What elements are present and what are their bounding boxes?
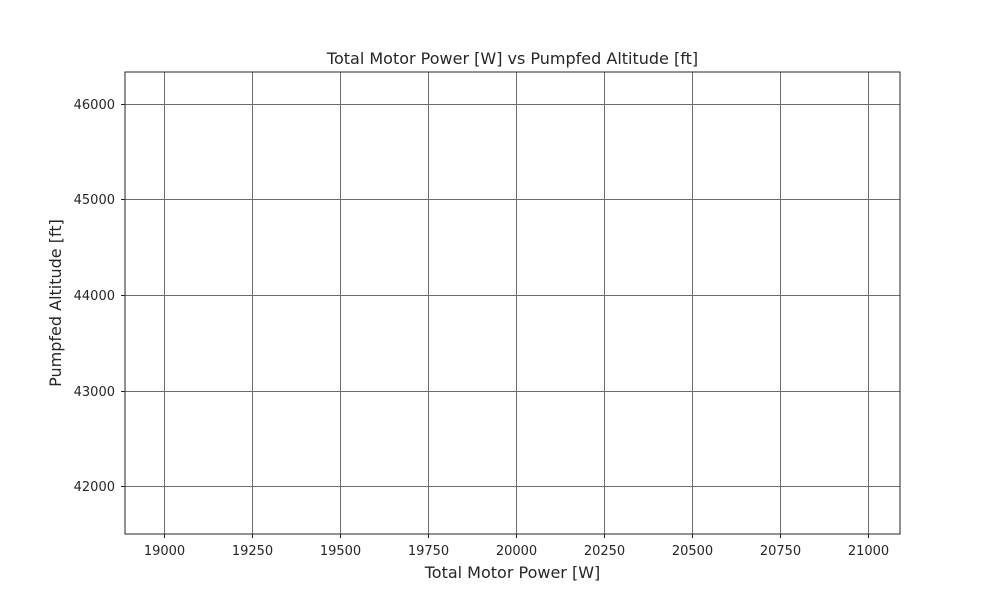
x-tick-label: 20000 — [496, 544, 537, 559]
y-tick-label: 46000 — [74, 98, 115, 113]
y-tick-label: 45000 — [74, 193, 115, 208]
x-tick-label: 19500 — [320, 544, 361, 559]
y-axis-ticks: 42000 43000 44000 45000 46000 — [74, 98, 125, 495]
x-tick-label: 19750 — [408, 544, 449, 559]
x-tick-label: 21000 — [848, 544, 889, 559]
y-tick-label: 43000 — [74, 385, 115, 400]
x-tick-label: 20500 — [672, 544, 713, 559]
y-tick-label: 44000 — [74, 289, 115, 304]
plot-frame — [124, 71, 901, 535]
x-axis-ticks: 19000 19250 19500 19750 20000 20250 20500 20750… — [144, 534, 889, 559]
x-tick-label: 20750 — [760, 544, 801, 559]
x-tick-label: 19250 — [232, 544, 273, 559]
y-tick-label: 42000 — [74, 480, 115, 495]
y-axis-label: Pumpfed Altitude [ft] — [46, 219, 65, 387]
vertical-gridlines — [164, 72, 869, 534]
x-tick-label: 19000 — [144, 544, 185, 559]
x-tick-label: 20250 — [584, 544, 625, 559]
chart-title: Total Motor Power [W] vs Pumpfed Altitud… — [326, 49, 698, 68]
horizontal-gridlines — [125, 104, 900, 487]
x-axis-label: Total Motor Power [W] — [424, 563, 601, 582]
